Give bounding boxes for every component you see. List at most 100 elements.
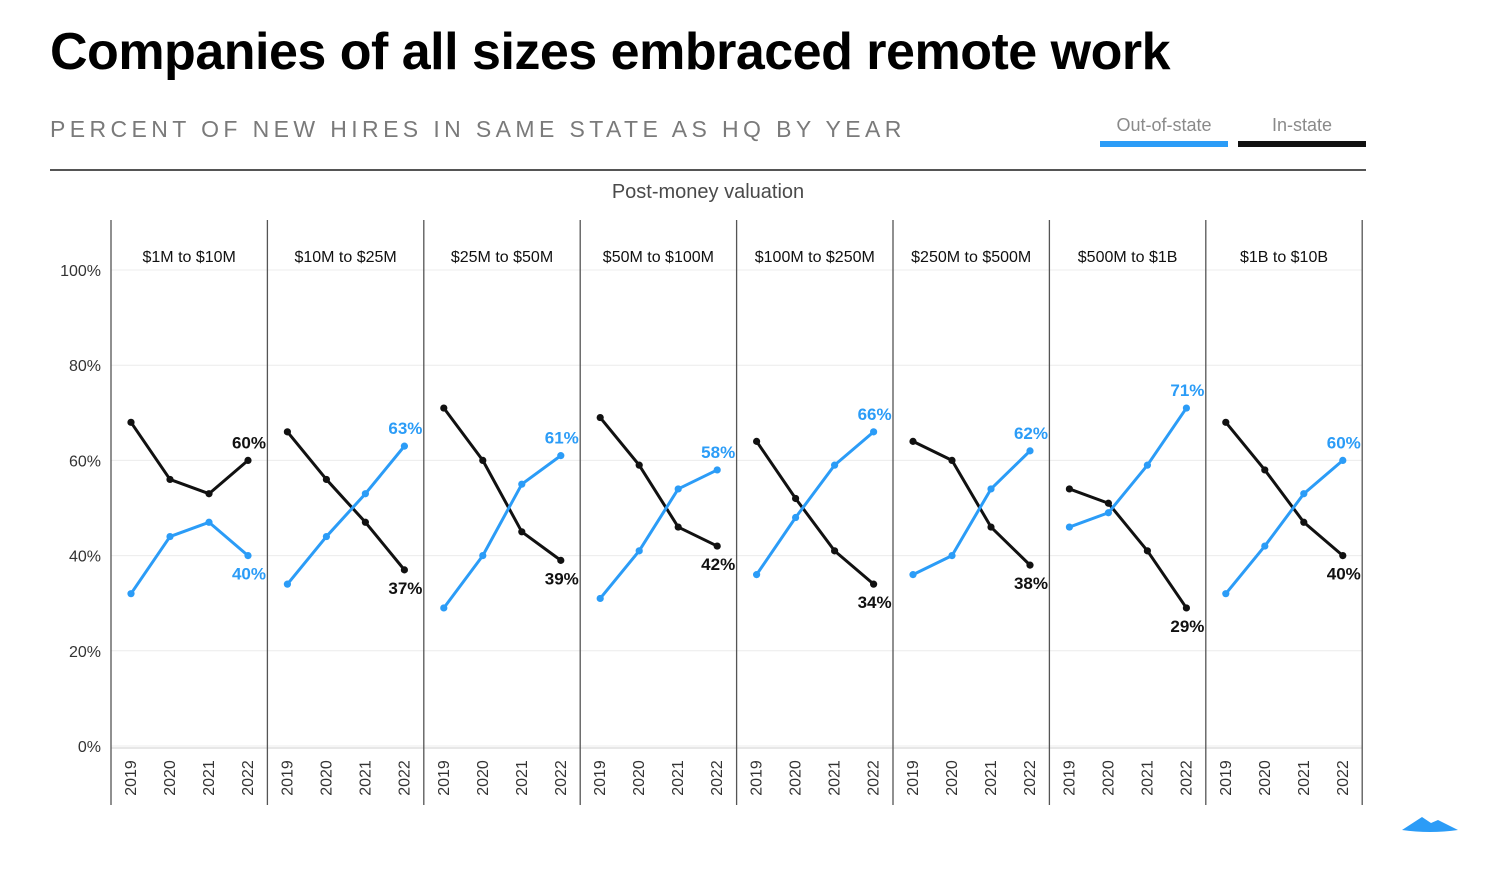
panel-label: $1B to $10B	[1240, 249, 1328, 266]
legend-swatch-out-of-state	[1100, 141, 1228, 147]
data-point-in-state	[674, 523, 682, 531]
panel-label: $500M to $1B	[1078, 249, 1178, 266]
data-point-out-of-state	[909, 571, 917, 579]
data-label: 60%	[1327, 433, 1361, 452]
data-point-out-of-state	[948, 552, 956, 560]
data-point-in-state	[361, 518, 369, 526]
y-tick-label: 0%	[78, 739, 101, 756]
x-tick-label: 2021	[201, 760, 218, 796]
data-label: 62%	[1014, 424, 1048, 443]
data-label: 60%	[232, 433, 266, 452]
data-label: 38%	[1014, 574, 1048, 593]
data-point-in-state	[870, 580, 878, 588]
chart-subtitle: PERCENT OF NEW HIRES IN SAME STATE AS HQ…	[50, 116, 906, 142]
series-line-out-of-state	[286, 445, 406, 586]
series-line-out-of-state	[442, 454, 562, 609]
data-point-out-of-state	[479, 552, 487, 560]
data-point-in-state	[987, 523, 995, 531]
data-point-out-of-state	[244, 552, 252, 560]
series-line-in-state	[286, 430, 406, 571]
y-tick-label: 100%	[60, 263, 101, 280]
data-point-in-state	[400, 566, 408, 574]
data-point-in-state	[831, 547, 839, 555]
data-point-out-of-state	[1222, 590, 1230, 598]
x-tick-label: 2019	[123, 760, 140, 796]
x-tick-label: 2020	[318, 760, 335, 796]
data-point-in-state	[1182, 604, 1190, 612]
panel-label: $100M to $250M	[755, 249, 875, 266]
data-point-in-state	[1261, 466, 1269, 474]
data-label: 58%	[701, 443, 735, 462]
header-rule	[50, 169, 1366, 171]
x-tick-label: 2021	[670, 760, 687, 796]
series-line-in-state	[442, 407, 562, 562]
data-point-out-of-state	[713, 466, 721, 474]
data-point-out-of-state	[322, 532, 330, 541]
data-point-out-of-state	[987, 485, 995, 493]
x-tick-label: 2022	[1022, 760, 1039, 796]
series-line-out-of-state	[755, 430, 875, 576]
series-line-in-state	[1224, 421, 1344, 557]
data-label: 40%	[232, 565, 266, 584]
x-tick-label: 2022	[396, 760, 413, 796]
data-point-in-state	[596, 413, 604, 422]
data-point-out-of-state	[283, 580, 291, 588]
panel-label: $25M to $50M	[451, 249, 553, 266]
data-point-out-of-state	[831, 461, 839, 469]
series-line-out-of-state	[129, 520, 249, 595]
data-label: 40%	[1327, 565, 1361, 584]
x-tick-label: 2020	[1257, 760, 1274, 796]
data-point-in-state	[1300, 518, 1308, 526]
x-tick-label: 2021	[357, 760, 374, 796]
data-point-out-of-state	[870, 428, 878, 436]
data-label: 39%	[545, 569, 579, 588]
data-point-out-of-state	[127, 590, 135, 598]
series-line-in-state	[755, 440, 875, 586]
data-point-in-state	[166, 475, 174, 484]
data-point-in-state	[518, 528, 526, 536]
data-point-in-state	[1104, 499, 1112, 507]
panel-label: $250M to $500M	[911, 249, 1031, 266]
x-tick-label: 2020	[788, 760, 805, 796]
data-point-in-state	[127, 418, 135, 426]
mountain-logo-icon	[1402, 817, 1458, 832]
y-tick-label: 60%	[69, 453, 101, 470]
data-label: 42%	[701, 555, 735, 574]
legend-label-out-of-state: Out-of-state	[1116, 115, 1212, 135]
x-tick-label: 2020	[162, 760, 179, 796]
data-point-out-of-state	[1104, 509, 1112, 517]
data-point-out-of-state	[1143, 461, 1151, 469]
data-point-in-state	[1065, 485, 1073, 493]
data-point-in-state	[205, 490, 213, 498]
data-point-out-of-state	[1339, 456, 1347, 464]
x-tick-label: 2021	[827, 760, 844, 796]
data-point-in-state	[1222, 418, 1230, 426]
panel-label: $50M to $100M	[603, 249, 714, 266]
data-point-out-of-state	[440, 604, 448, 612]
data-point-in-state	[479, 456, 487, 464]
x-tick-label: 2019	[436, 760, 453, 796]
data-point-out-of-state	[205, 518, 213, 526]
y-tick-label: 80%	[69, 358, 101, 375]
series-line-out-of-state	[599, 468, 718, 600]
panel-label: $10M to $25M	[294, 249, 396, 266]
x-tick-label: 2022	[1335, 760, 1352, 796]
x-tick-label: 2022	[1178, 760, 1195, 796]
data-point-in-state	[792, 494, 800, 503]
x-tick-label: 2020	[1100, 760, 1117, 796]
x-tick-label: 2019	[279, 760, 296, 796]
data-point-in-state	[283, 428, 291, 436]
data-label: 63%	[388, 419, 422, 438]
data-label: 29%	[1170, 617, 1204, 636]
x-tick-label: 2019	[1061, 760, 1078, 796]
x-tick-label: 2022	[866, 760, 883, 796]
data-point-in-state	[948, 456, 956, 464]
legend-swatch-in-state	[1238, 141, 1366, 147]
data-label: 34%	[858, 593, 892, 612]
data-point-out-of-state	[400, 442, 408, 450]
facet-group-title: Post-money valuation	[611, 181, 805, 203]
x-tick-label: 2019	[1218, 760, 1235, 796]
data-point-in-state	[244, 456, 252, 464]
x-tick-label: 2021	[983, 760, 1000, 796]
